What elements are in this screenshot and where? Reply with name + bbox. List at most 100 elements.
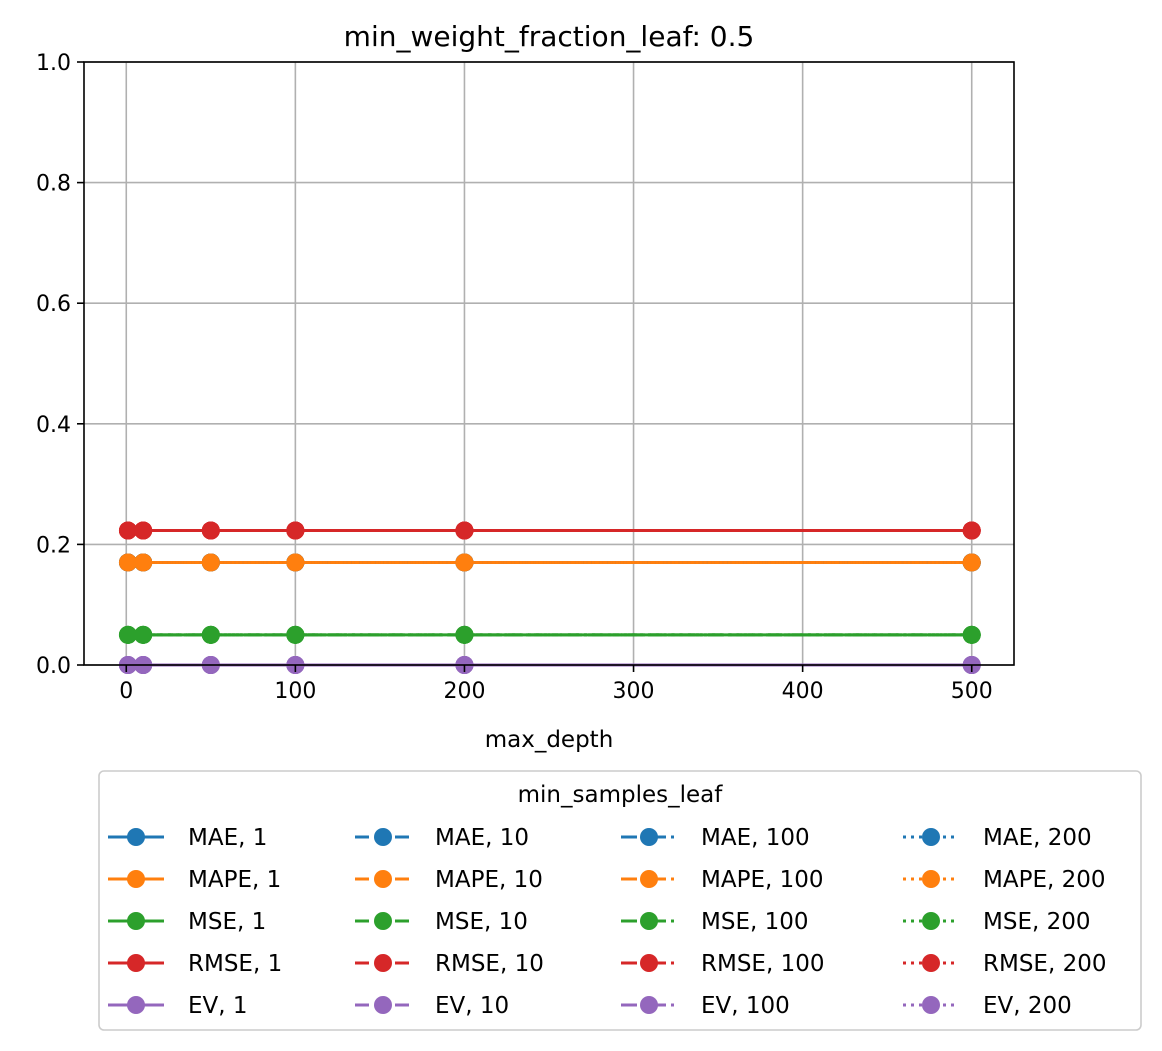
axis-ticks: 0 100 200 300 400 500 0.0 0.2 0.4 0.6 0.8 1.0 bbox=[36, 51, 993, 704]
legend-frame bbox=[98, 770, 1142, 1031]
x-tick-label: 300 bbox=[613, 679, 655, 704]
legend-marker bbox=[374, 996, 392, 1014]
data-point bbox=[962, 521, 981, 540]
legend-marker bbox=[374, 870, 392, 888]
y-tick-label: 0.4 bbox=[36, 413, 71, 438]
y-tick-label: 0.0 bbox=[36, 654, 71, 679]
legend-entry: EV, 10 bbox=[355, 993, 509, 1019]
legend-entry: RMSE, 10 bbox=[355, 951, 544, 977]
legend-entry: MAPE, 10 bbox=[355, 867, 543, 893]
data-point bbox=[134, 521, 153, 540]
legend-label: MSE, 200 bbox=[983, 909, 1091, 935]
legend-label: RMSE, 100 bbox=[701, 951, 824, 977]
legend-marker bbox=[922, 954, 940, 972]
data-point bbox=[286, 625, 305, 644]
data-point bbox=[962, 553, 981, 572]
legend-label: MSE, 100 bbox=[701, 909, 809, 935]
chart-title: min_weight_fraction_leaf: 0.5 bbox=[344, 20, 755, 53]
legend-label: MAE, 200 bbox=[983, 825, 1092, 851]
legend-entry: MSE, 100 bbox=[621, 909, 809, 935]
legend-label: MSE, 10 bbox=[435, 909, 528, 935]
data-point bbox=[455, 553, 474, 572]
legend-marker bbox=[127, 870, 145, 888]
legend-marker bbox=[640, 912, 658, 930]
legend-entry: EV, 1 bbox=[108, 993, 248, 1019]
data-point bbox=[201, 553, 220, 572]
legend-marker bbox=[640, 870, 658, 888]
legend-marker bbox=[922, 870, 940, 888]
legend-label: MAE, 10 bbox=[435, 825, 529, 851]
legend-entry: MSE, 10 bbox=[355, 909, 528, 935]
x-axis-label: max_depth bbox=[485, 727, 614, 753]
data-point bbox=[201, 625, 220, 644]
data-point bbox=[134, 625, 153, 644]
legend-entry: RMSE, 1 bbox=[108, 951, 282, 977]
axes-frame bbox=[83, 61, 1015, 666]
legend-marker bbox=[640, 954, 658, 972]
data-point bbox=[455, 521, 474, 540]
legend-label: MAPE, 200 bbox=[983, 867, 1106, 893]
legend-marker bbox=[127, 828, 145, 846]
legend-entry: MAPE, 200 bbox=[903, 867, 1106, 893]
data-point bbox=[286, 521, 305, 540]
legend-label: RMSE, 10 bbox=[435, 951, 544, 977]
legend-marker bbox=[922, 912, 940, 930]
legend-entry: MAE, 100 bbox=[621, 825, 810, 851]
legend-marker bbox=[922, 996, 940, 1014]
series-mape-200 bbox=[118, 553, 981, 572]
legend-label: RMSE, 200 bbox=[983, 951, 1106, 977]
legend-entry: MAE, 10 bbox=[355, 825, 529, 851]
legend-marker bbox=[922, 828, 940, 846]
legend-marker bbox=[127, 996, 145, 1014]
grid bbox=[84, 61, 1014, 666]
legend-label: MAE, 1 bbox=[188, 825, 267, 851]
legend-entry: EV, 200 bbox=[903, 993, 1072, 1019]
legend-entry: MAPE, 100 bbox=[621, 867, 824, 893]
legend-marker bbox=[640, 828, 658, 846]
data-point bbox=[118, 553, 137, 572]
x-tick-label: 200 bbox=[443, 679, 485, 704]
y-tick-label: 1.0 bbox=[36, 51, 71, 76]
legend-label: EV, 200 bbox=[983, 993, 1072, 1019]
series-mse-200 bbox=[118, 625, 981, 644]
plot-area bbox=[118, 521, 981, 674]
x-tick-label: 0 bbox=[119, 679, 133, 704]
legend-label: MAPE, 100 bbox=[701, 867, 824, 893]
legend: min_samples_leaf MAE, 1 MAPE, 1 MSE, 1 RMSE… bbox=[98, 770, 1142, 1031]
legend-marker bbox=[640, 996, 658, 1014]
data-point bbox=[455, 625, 474, 644]
data-point bbox=[962, 625, 981, 644]
data-point bbox=[286, 553, 305, 572]
data-point bbox=[118, 625, 137, 644]
data-point bbox=[201, 521, 220, 540]
data-point bbox=[118, 521, 137, 540]
legend-marker bbox=[127, 954, 145, 972]
x-tick-label: 500 bbox=[951, 679, 993, 704]
legend-title: min_samples_leaf bbox=[518, 782, 724, 808]
x-tick-label: 100 bbox=[274, 679, 316, 704]
legend-entry: EV, 100 bbox=[621, 993, 790, 1019]
legend-entry: RMSE, 200 bbox=[903, 951, 1106, 977]
y-tick-label: 0.8 bbox=[36, 172, 71, 197]
legend-marker bbox=[374, 954, 392, 972]
legend-label: RMSE, 1 bbox=[188, 951, 282, 977]
legend-label: EV, 100 bbox=[701, 993, 790, 1019]
legend-entry: MAE, 1 bbox=[108, 825, 267, 851]
legend-label: EV, 10 bbox=[435, 993, 509, 1019]
legend-entry: MSE, 200 bbox=[903, 909, 1091, 935]
legend-label: MSE, 1 bbox=[188, 909, 266, 935]
x-tick-label: 400 bbox=[782, 679, 824, 704]
legend-marker bbox=[127, 912, 145, 930]
legend-entry: RMSE, 100 bbox=[621, 951, 824, 977]
legend-marker bbox=[374, 828, 392, 846]
legend-marker bbox=[374, 912, 392, 930]
legend-entry: MSE, 1 bbox=[108, 909, 266, 935]
series-rmse-200 bbox=[118, 521, 981, 540]
y-tick-label: 0.6 bbox=[36, 292, 71, 317]
legend-entry: MAE, 200 bbox=[903, 825, 1092, 851]
legend-label: MAE, 100 bbox=[701, 825, 810, 851]
legend-label: MAPE, 10 bbox=[435, 867, 543, 893]
y-tick-label: 0.2 bbox=[36, 533, 71, 558]
legend-label: MAPE, 1 bbox=[188, 867, 281, 893]
